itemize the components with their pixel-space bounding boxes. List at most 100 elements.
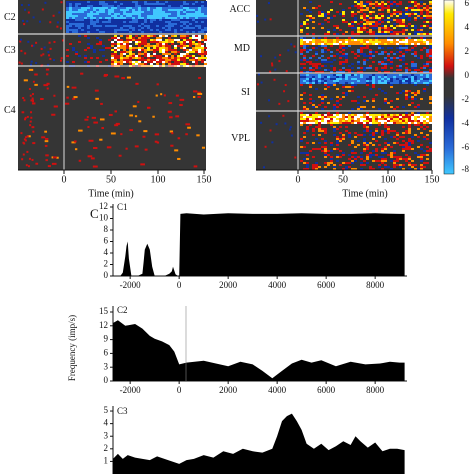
heatmap-cell xyxy=(306,162,309,164)
heatmap-cell xyxy=(342,19,345,21)
heatmap-cell xyxy=(156,29,159,31)
heatmap-cell xyxy=(342,120,345,122)
heatmap-cell xyxy=(303,118,306,120)
heatmap-cell xyxy=(390,39,393,41)
heatmap-cell xyxy=(26,135,29,138)
heatmap-cell xyxy=(260,81,263,84)
left-x-axis-label: Time (min) xyxy=(88,188,133,199)
heatmap-cell xyxy=(393,130,396,132)
heatmap-cell xyxy=(375,114,378,116)
heatmap-cell xyxy=(381,152,384,154)
heatmap-cell xyxy=(378,9,381,11)
heatmap-cell xyxy=(186,9,189,11)
heatmap-cell xyxy=(378,29,381,31)
heatmap-cell xyxy=(417,9,420,11)
heatmap-cell xyxy=(171,39,174,41)
heatmap-cell xyxy=(390,74,393,76)
heatmap-cell xyxy=(129,47,132,49)
heatmap-cell xyxy=(78,23,81,25)
heatmap-cell xyxy=(300,53,303,55)
heatmap-cell xyxy=(417,90,420,92)
heatmap-cell xyxy=(192,41,195,43)
heatmap-cell xyxy=(360,27,363,29)
heatmap-cell xyxy=(90,27,93,29)
heatmap-cell xyxy=(378,136,381,138)
heatmap-cell xyxy=(144,41,147,43)
heatmap-cell xyxy=(135,31,138,33)
heatmap-cell xyxy=(108,15,111,17)
heatmap-cell xyxy=(114,17,117,19)
heatmap-cell xyxy=(417,41,420,43)
heatmap-cell xyxy=(363,61,366,63)
y-tick-label: 0 xyxy=(104,375,109,385)
heatmap-cell xyxy=(414,11,417,13)
heatmap-cell xyxy=(72,11,75,13)
heatmap-cell xyxy=(357,7,360,9)
heatmap-cell xyxy=(375,3,378,5)
heatmap-cell xyxy=(315,43,318,45)
heatmap-cell xyxy=(360,152,363,154)
heatmap-cell xyxy=(198,57,201,59)
heatmap-cell xyxy=(399,164,402,166)
heatmap-cell xyxy=(87,61,90,63)
heatmap-cell xyxy=(144,11,147,13)
heatmap-cell xyxy=(204,5,207,7)
heatmap-cell xyxy=(330,120,333,122)
heatmap-cell xyxy=(156,17,159,19)
heatmap-cell xyxy=(126,41,129,43)
heatmap-cell xyxy=(150,31,153,33)
heatmap-cell xyxy=(381,78,384,80)
heatmap-cell xyxy=(396,92,399,94)
heatmap-cell xyxy=(360,78,363,80)
heatmap-cell xyxy=(408,19,411,21)
heatmap-cell xyxy=(72,61,75,63)
heatmap-cell xyxy=(396,47,399,49)
heatmap-cell xyxy=(405,120,408,122)
heatmap-cell xyxy=(378,144,381,146)
x-tick-label: 0 xyxy=(177,280,182,290)
heatmap-cell xyxy=(324,128,327,130)
heatmap-cell xyxy=(126,29,129,31)
heatmap-cell xyxy=(420,5,423,7)
heatmap-cell xyxy=(99,19,102,21)
heatmap-cell xyxy=(303,37,306,39)
heatmap-cell xyxy=(99,17,102,19)
heatmap-cell xyxy=(84,31,87,33)
heatmap-cell xyxy=(405,80,408,82)
heatmap-cell xyxy=(399,82,402,84)
heatmap-cell xyxy=(390,59,393,61)
heatmap-cell xyxy=(414,82,417,84)
heatmap-cell xyxy=(312,134,315,136)
heatmap-cell xyxy=(378,164,381,166)
heatmap-cell xyxy=(126,15,129,17)
heatmap-cell xyxy=(366,122,369,124)
heatmap-cell xyxy=(108,9,111,11)
heatmap-cell xyxy=(72,47,75,49)
heatmap-cell xyxy=(390,106,393,108)
c3-area xyxy=(113,413,405,474)
heatmap-cell xyxy=(318,118,321,120)
heatmap-cell xyxy=(402,158,405,160)
y-tick-label: 4 xyxy=(104,247,109,257)
heatmap-cell xyxy=(351,162,354,164)
heatmap-cell xyxy=(357,41,360,43)
x-tick-label: -2000 xyxy=(120,385,141,395)
heatmap-cell xyxy=(405,96,408,98)
heatmap-cell xyxy=(399,114,402,116)
heatmap-cell xyxy=(165,61,168,63)
heatmap-cell xyxy=(363,53,366,55)
heatmap-cell xyxy=(72,19,75,21)
heatmap-cell xyxy=(111,49,114,51)
heatmap-cell xyxy=(327,118,330,120)
heatmap-cell xyxy=(174,15,177,17)
heatmap-cell xyxy=(396,3,399,5)
heatmap-cell xyxy=(357,96,360,98)
heatmap-cell xyxy=(357,114,360,116)
heatmap-cell xyxy=(363,43,366,45)
heatmap-cell xyxy=(402,76,405,78)
heatmap-cell xyxy=(120,57,123,59)
heatmap-cell xyxy=(384,31,387,33)
heatmap-cell xyxy=(132,53,135,55)
heatmap-cell xyxy=(351,86,354,88)
heatmap-cell xyxy=(177,7,180,9)
